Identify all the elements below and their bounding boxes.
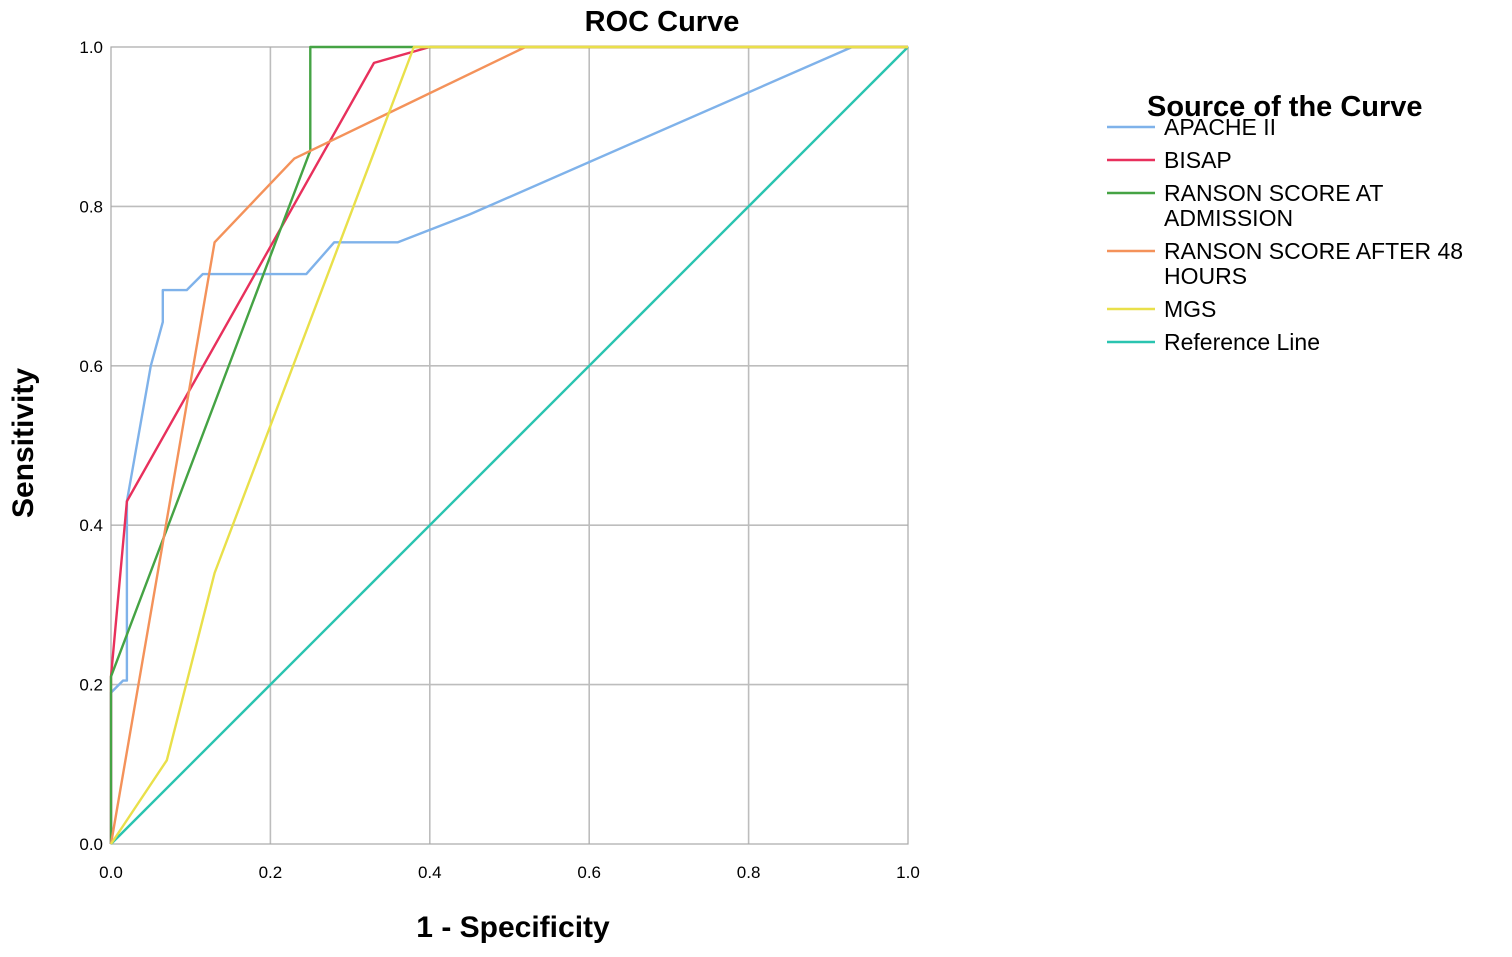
series-line-mgs [110, 45, 908, 845]
y-tick-label: 0.8 [79, 197, 103, 216]
chart-title: ROC Curve [585, 6, 740, 38]
series-line-reference-line [110, 46, 909, 845]
y-tick-label: 0.6 [79, 357, 103, 376]
legend: Source of the Curve APACHE II BISAP RANSON… [1107, 91, 1463, 355]
x-tick-label: 0.2 [259, 863, 283, 882]
legend-label: RANSON SCORE AFTER 48 HOURS [1164, 238, 1463, 289]
x-axis-title: 1 - Specificity [416, 911, 610, 944]
x-tick-label: 1.0 [896, 863, 920, 882]
legend-label: BISAP [1164, 147, 1232, 173]
legend-label: Reference Line [1164, 329, 1320, 355]
x-tick-label: 0.0 [99, 863, 123, 882]
series-layer [109, 45, 909, 845]
y-tick-label: 1.0 [79, 38, 103, 57]
y-tick-labels: 0.0 0.2 0.4 0.6 0.8 1.0 [79, 38, 103, 854]
y-tick-label: 0.4 [79, 516, 103, 535]
series-line-apache-ii [109, 45, 908, 844]
legend-label: MGS [1164, 296, 1216, 322]
x-tick-label: 0.6 [577, 863, 601, 882]
x-tick-label: 0.8 [737, 863, 761, 882]
legend-title: Source of the Curve [1147, 91, 1423, 123]
x-tick-label: 0.4 [418, 863, 442, 882]
x-tick-labels: 0.0 0.2 0.4 0.6 0.8 1.0 [99, 863, 920, 882]
y-tick-label: 0.2 [79, 676, 103, 695]
legend-label: APACHE II [1164, 114, 1276, 140]
grid [111, 47, 908, 844]
legend-label: RANSON SCORE AT ADMISSION [1164, 180, 1383, 231]
legend-items: APACHE II BISAP RANSON SCORE AT ADMISSION RA… [1107, 114, 1463, 355]
y-tick-label: 0.0 [79, 835, 103, 854]
y-axis-title: Sensitivity [7, 368, 40, 518]
